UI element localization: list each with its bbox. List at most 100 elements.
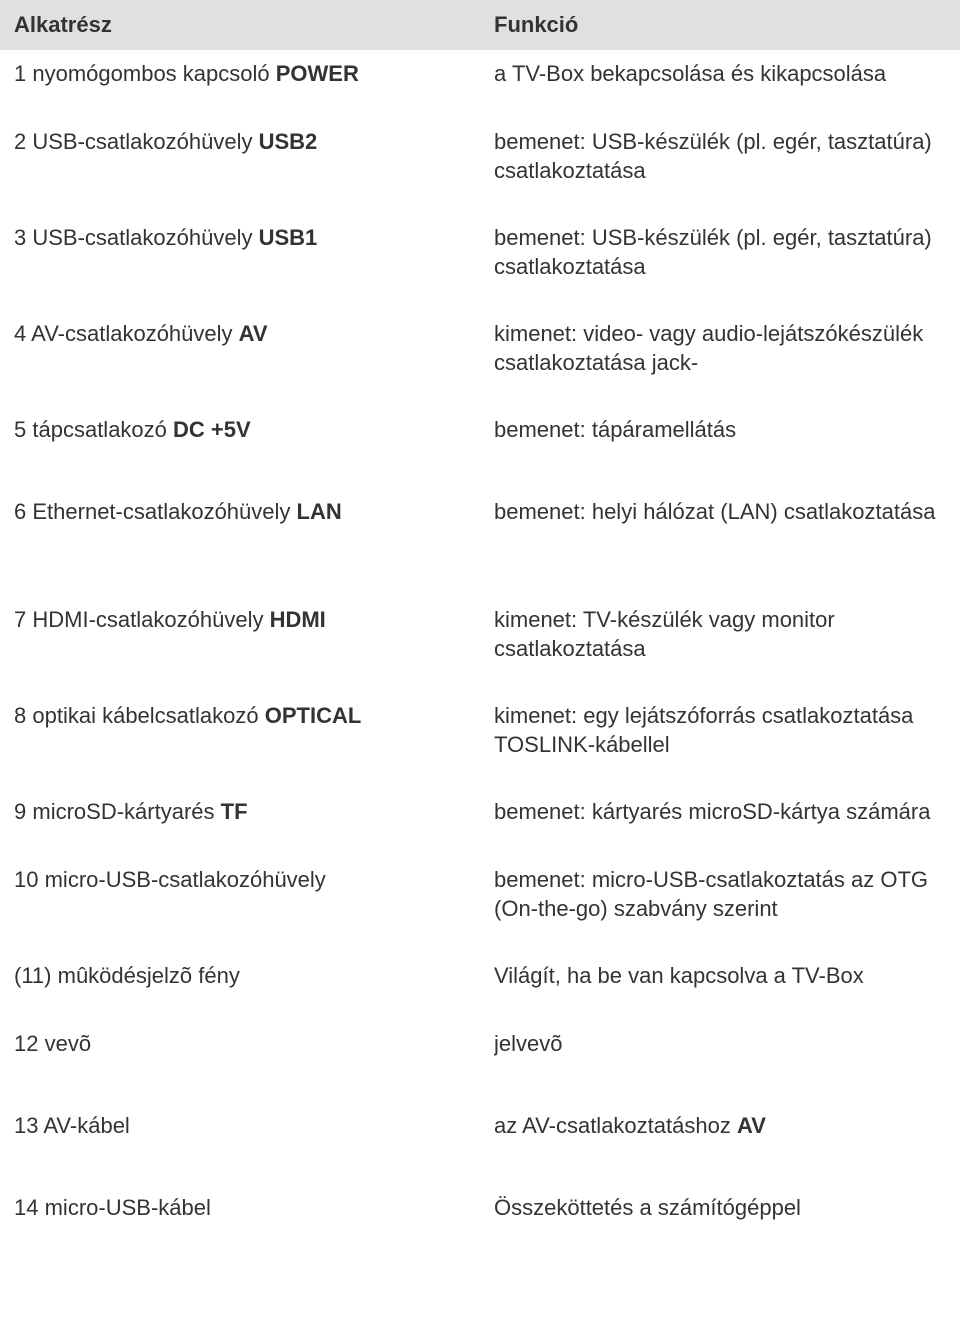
function-text-wrapper: bemenet: USB-készülék (pl. egér, tasztat… bbox=[494, 224, 946, 302]
function-text-wrapper: bemenet: micro-USB-csatlakoztatás az OTG… bbox=[494, 866, 946, 944]
part-number: 6 bbox=[14, 499, 26, 524]
function-text: kimenet: egy lejátszóforrás csatlakoztat… bbox=[494, 703, 913, 757]
part-text: AV-kábel bbox=[43, 1113, 129, 1138]
function-text-wrapper: bemenet: tápáramellátás bbox=[494, 416, 946, 480]
table-row: 14 micro-USB-kábel Összeköttetés a számít… bbox=[0, 1184, 960, 1242]
function-cell: Világít, ha be van kapcsolva a TV-Box bbox=[480, 952, 960, 1020]
function-text: kimenet: TV-készülék vagy monitor csatla… bbox=[494, 607, 835, 661]
part-number: 2 bbox=[14, 129, 26, 154]
function-cell: bemenet: micro-USB-csatlakoztatás az OTG… bbox=[480, 856, 960, 952]
part-cell: 14 micro-USB-kábel bbox=[0, 1184, 480, 1242]
part-number: 10 bbox=[14, 867, 38, 892]
part-cell: 12 vevõ bbox=[0, 1020, 480, 1102]
part-text: microSD-kártyarés bbox=[32, 799, 220, 824]
table-row: 8 optikai kábelcsatlakozó OPTICAL kimenet… bbox=[0, 692, 960, 788]
function-cell: bemenet: tápáramellátás bbox=[480, 406, 960, 488]
part-text: AV-csatlakozóhüvely bbox=[31, 321, 238, 346]
part-cell: 1 nyomógombos kapcsoló POWER bbox=[0, 50, 480, 118]
table-header-row: Alkatrész Funkció bbox=[0, 0, 960, 50]
function-cell: bemenet: USB-készülék (pl. egér, tasztat… bbox=[480, 118, 960, 214]
function-cell: bemenet: kártyarés microSD-kártya számár… bbox=[480, 788, 960, 856]
function-text-wrapper: bemenet: helyi hálózat (LAN) csatlakozta… bbox=[494, 498, 946, 588]
part-bold-label: USB2 bbox=[259, 129, 318, 154]
part-cell: 4 AV-csatlakozóhüvely AV bbox=[0, 310, 480, 406]
part-cell: 5 tápcsatlakozó DC +5V bbox=[0, 406, 480, 488]
header-part: Alkatrész bbox=[0, 0, 480, 50]
function-cell: kimenet: egy lejátszóforrás csatlakoztat… bbox=[480, 692, 960, 788]
function-text: a TV-Box bekapcsolása és kikapcsolása bbox=[494, 61, 886, 86]
part-text: HDMI-csatlakozóhüvely bbox=[32, 607, 269, 632]
part-number: 13 bbox=[14, 1113, 38, 1138]
part-number: 12 bbox=[14, 1031, 38, 1056]
table-row: (11) mûködésjelzõ fény Világít, ha be van… bbox=[0, 952, 960, 1020]
part-number: 5 bbox=[14, 417, 26, 442]
part-cell: 10 micro-USB-csatlakozóhüvely bbox=[0, 856, 480, 952]
function-text-wrapper: jelvevõ bbox=[494, 1030, 946, 1094]
part-cell: 2 USB-csatlakozóhüvely USB2 bbox=[0, 118, 480, 214]
function-bold-label: AV bbox=[737, 1113, 766, 1138]
table-row: 10 micro-USB-csatlakozóhüvely bemenet: mi… bbox=[0, 856, 960, 952]
table-row: 5 tápcsatlakozó DC +5Vbemenet: tápáramel… bbox=[0, 406, 960, 488]
part-text: mûködésjelzõ fény bbox=[58, 963, 240, 988]
function-text: bemenet: helyi hálózat (LAN) csatlakozta… bbox=[494, 499, 935, 524]
part-bold-label: OPTICAL bbox=[265, 703, 362, 728]
part-text: micro-USB-kábel bbox=[45, 1195, 211, 1220]
part-number: (11) bbox=[14, 963, 52, 988]
function-text-wrapper: kimenet: egy lejátszóforrás csatlakoztat… bbox=[494, 702, 946, 780]
function-text: az AV-csatlakoztatáshoz bbox=[494, 1113, 737, 1138]
part-text: vevõ bbox=[45, 1031, 91, 1056]
part-text: USB-csatlakozóhüvely bbox=[32, 129, 258, 154]
function-cell: bemenet: helyi hálózat (LAN) csatlakozta… bbox=[480, 488, 960, 596]
function-cell: kimenet: video- vagy audio-lejátszókészü… bbox=[480, 310, 960, 406]
function-text: Összeköttetés a számítógéppel bbox=[494, 1195, 801, 1220]
part-number: 1 bbox=[14, 61, 26, 86]
part-cell: 9 microSD-kártyarés TF bbox=[0, 788, 480, 856]
function-cell: Összeköttetés a számítógéppel bbox=[480, 1184, 960, 1242]
part-cell: 8 optikai kábelcsatlakozó OPTICAL bbox=[0, 692, 480, 788]
table-row: 4 AV-csatlakozóhüvely AV kimenet: video- … bbox=[0, 310, 960, 406]
table-row: 2 USB-csatlakozóhüvely USB2 bemenet: USB-… bbox=[0, 118, 960, 214]
part-number: 7 bbox=[14, 607, 26, 632]
function-cell: az AV-csatlakoztatáshoz AV bbox=[480, 1102, 960, 1184]
function-text-wrapper: a TV-Box bekapcsolása és kikapcsolása bbox=[494, 60, 946, 110]
part-text: tápcsatlakozó bbox=[32, 417, 173, 442]
function-cell: jelvevõ bbox=[480, 1020, 960, 1102]
part-number: 14 bbox=[14, 1195, 38, 1220]
parts-table: Alkatrész Funkció 1 nyomógombos kapcsoló… bbox=[0, 0, 960, 1242]
function-cell: kimenet: TV-készülék vagy monitor csatla… bbox=[480, 596, 960, 692]
part-bold-label: TF bbox=[221, 799, 248, 824]
table-row: 6 Ethernet-csatlakozóhüvely LAN bemenet: … bbox=[0, 488, 960, 596]
table-row: 7 HDMI-csatlakozóhüvely HDMI kimenet: TV-… bbox=[0, 596, 960, 692]
part-bold-label: DC +5V bbox=[173, 417, 251, 442]
function-text: kimenet: video- vagy audio-lejátszókészü… bbox=[494, 321, 923, 375]
part-bold-label: POWER bbox=[276, 61, 359, 86]
table-row: 1 nyomógombos kapcsoló POWER a TV-Box bek… bbox=[0, 50, 960, 118]
part-text: Ethernet-csatlakozóhüvely bbox=[32, 499, 296, 524]
part-cell: 6 Ethernet-csatlakozóhüvely LAN bbox=[0, 488, 480, 596]
part-number: 3 bbox=[14, 225, 26, 250]
function-text: bemenet: micro-USB-csatlakoztatás az OTG… bbox=[494, 867, 928, 921]
header-function: Funkció bbox=[480, 0, 960, 50]
function-text-wrapper: kimenet: video- vagy audio-lejátszókészü… bbox=[494, 320, 946, 398]
part-bold-label: AV bbox=[239, 321, 268, 346]
table-body: 1 nyomógombos kapcsoló POWER a TV-Box bek… bbox=[0, 50, 960, 1242]
table-row: 12 vevõjelvevõ bbox=[0, 1020, 960, 1102]
table-row: 9 microSD-kártyarés TF bemenet: kártyarés… bbox=[0, 788, 960, 856]
function-text-wrapper: bemenet: kártyarés microSD-kártya számár… bbox=[494, 798, 946, 848]
part-text: optikai kábelcsatlakozó bbox=[32, 703, 264, 728]
function-cell: bemenet: USB-készülék (pl. egér, tasztat… bbox=[480, 214, 960, 310]
function-text: Világít, ha be van kapcsolva a TV-Box bbox=[494, 963, 864, 988]
part-bold-label: USB1 bbox=[259, 225, 318, 250]
function-cell: a TV-Box bekapcsolása és kikapcsolása bbox=[480, 50, 960, 118]
part-text: micro-USB-csatlakozóhüvely bbox=[45, 867, 326, 892]
function-text-wrapper: bemenet: USB-készülék (pl. egér, tasztat… bbox=[494, 128, 946, 206]
table-row: 13 AV-kábel az AV-csatlakoztatáshoz AV bbox=[0, 1102, 960, 1184]
part-cell: 7 HDMI-csatlakozóhüvely HDMI bbox=[0, 596, 480, 692]
function-text: bemenet: USB-készülék (pl. egér, tasztat… bbox=[494, 225, 932, 279]
function-text: bemenet: USB-készülék (pl. egér, tasztat… bbox=[494, 129, 932, 183]
function-text-wrapper: az AV-csatlakoztatáshoz AV bbox=[494, 1112, 946, 1176]
part-cell: (11) mûködésjelzõ fény bbox=[0, 952, 480, 1020]
part-text: nyomógombos kapcsoló bbox=[32, 61, 275, 86]
table-row: 3 USB-csatlakozóhüvely USB1bemenet: USB-… bbox=[0, 214, 960, 310]
function-text-wrapper: kimenet: TV-készülék vagy monitor csatla… bbox=[494, 606, 946, 684]
